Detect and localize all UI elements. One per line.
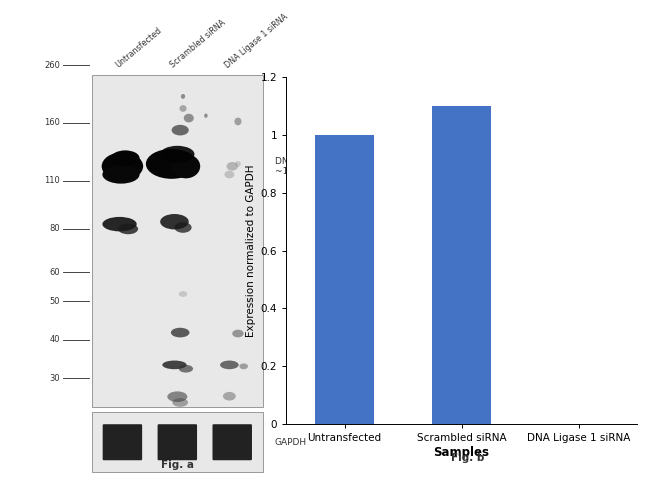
Ellipse shape bbox=[220, 361, 239, 369]
Ellipse shape bbox=[118, 224, 138, 234]
Bar bbox=[432, 106, 491, 424]
Text: DNA Ligase 1 siRNA: DNA Ligase 1 siRNA bbox=[224, 12, 290, 70]
Ellipse shape bbox=[204, 113, 207, 118]
Ellipse shape bbox=[246, 299, 252, 304]
Ellipse shape bbox=[184, 114, 194, 122]
Text: DNA Ligase I
~130 kDa: DNA Ligase I ~130 kDa bbox=[274, 157, 332, 176]
Text: 40: 40 bbox=[49, 335, 60, 344]
Ellipse shape bbox=[167, 391, 187, 402]
Ellipse shape bbox=[146, 149, 198, 179]
Ellipse shape bbox=[235, 161, 240, 167]
Y-axis label: Expression normalized to GAPDH: Expression normalized to GAPDH bbox=[246, 164, 256, 337]
Ellipse shape bbox=[172, 398, 188, 407]
Ellipse shape bbox=[111, 150, 140, 166]
Ellipse shape bbox=[160, 146, 194, 162]
Bar bbox=[92, 75, 263, 407]
Text: 260: 260 bbox=[44, 61, 60, 69]
Ellipse shape bbox=[232, 330, 244, 337]
Ellipse shape bbox=[160, 214, 188, 229]
FancyBboxPatch shape bbox=[213, 424, 252, 460]
X-axis label: Samples: Samples bbox=[434, 446, 489, 459]
Text: 80: 80 bbox=[49, 225, 60, 233]
Text: 50: 50 bbox=[49, 297, 60, 306]
Ellipse shape bbox=[171, 328, 190, 337]
Ellipse shape bbox=[179, 105, 187, 112]
Ellipse shape bbox=[172, 154, 200, 178]
Text: GAPDH: GAPDH bbox=[274, 438, 307, 447]
Ellipse shape bbox=[162, 361, 187, 369]
FancyBboxPatch shape bbox=[157, 424, 197, 460]
Ellipse shape bbox=[239, 363, 248, 369]
FancyBboxPatch shape bbox=[103, 424, 142, 460]
Ellipse shape bbox=[181, 94, 185, 99]
Ellipse shape bbox=[226, 162, 238, 171]
Text: 60: 60 bbox=[49, 268, 60, 277]
Ellipse shape bbox=[101, 152, 143, 180]
Text: 110: 110 bbox=[44, 176, 60, 185]
Text: 160: 160 bbox=[44, 119, 60, 127]
Text: Fig. a: Fig. a bbox=[161, 460, 194, 470]
Ellipse shape bbox=[174, 222, 192, 233]
Ellipse shape bbox=[103, 217, 136, 231]
Ellipse shape bbox=[172, 125, 188, 135]
Ellipse shape bbox=[179, 291, 187, 297]
Ellipse shape bbox=[103, 165, 140, 184]
Text: Fig. b: Fig. b bbox=[451, 453, 485, 463]
Bar bbox=[92, 412, 263, 472]
Ellipse shape bbox=[223, 392, 236, 401]
Bar bbox=[315, 135, 374, 424]
Ellipse shape bbox=[235, 118, 242, 125]
Ellipse shape bbox=[179, 365, 193, 373]
Ellipse shape bbox=[224, 171, 235, 178]
Text: 30: 30 bbox=[49, 374, 60, 383]
Text: Scrambled siRNA: Scrambled siRNA bbox=[168, 18, 227, 70]
Text: Untransfected: Untransfected bbox=[114, 26, 163, 70]
